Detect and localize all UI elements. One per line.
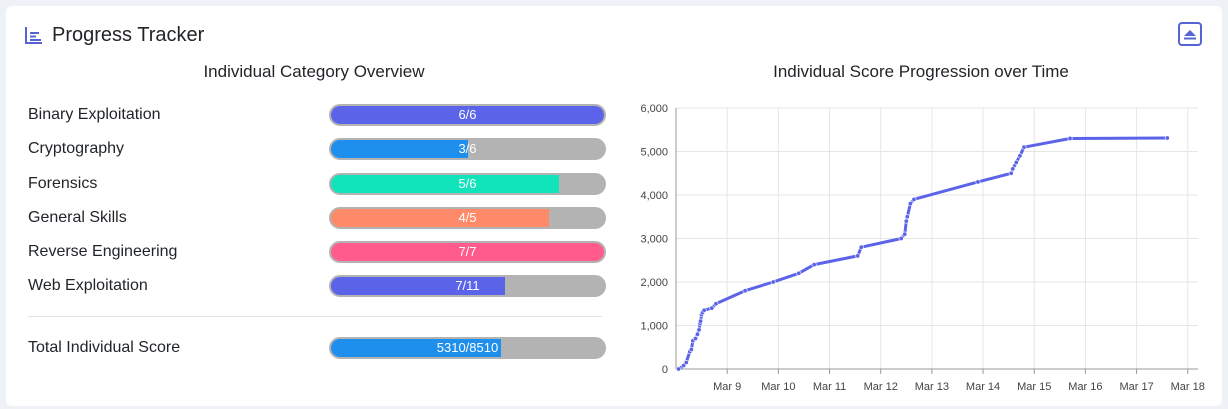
data-point <box>1017 153 1023 159</box>
category-row-reverse-engineering: Reverse Engineering 7/7 <box>28 241 606 263</box>
x-tick-label: Mar 12 <box>864 381 898 392</box>
progress-tracker-card: Progress Tracker Individual Category Ove… <box>6 6 1222 406</box>
progress-fill <box>331 243 604 261</box>
data-point <box>683 359 689 365</box>
y-tick-label: 5,000 <box>640 147 668 159</box>
total-score-label: Total Individual Score <box>28 339 181 356</box>
data-point <box>975 179 981 185</box>
data-point <box>692 336 698 342</box>
data-point <box>694 331 700 337</box>
data-point <box>770 279 776 285</box>
total-progress-bar: 5310/8510 <box>329 337 606 359</box>
progress-fill <box>331 209 550 227</box>
progress-bar: 4/5 <box>329 207 606 229</box>
category-label: General Skills <box>28 209 127 226</box>
category-overview-title: Individual Category Overview <box>203 62 425 81</box>
data-point <box>698 318 704 324</box>
progress-fill <box>331 140 468 158</box>
data-point <box>911 196 917 202</box>
category-label: Binary Exploitation <box>28 106 161 123</box>
data-point <box>796 270 802 276</box>
score-progression-panel: Individual Score Progression over Time 0… <box>626 62 1216 392</box>
progress-fill <box>331 175 559 193</box>
category-label: Reverse Engineering <box>28 243 178 260</box>
y-tick-label: 2,000 <box>640 277 668 289</box>
x-tick-label: Mar 18 <box>1171 381 1205 392</box>
total-score-row: Total Individual Score 5310/8510 <box>28 337 606 359</box>
progress-fill <box>331 339 502 357</box>
category-row-forensics: Forensics 5/6 <box>28 173 606 195</box>
category-row-binary-exploitation: Binary Exploitation 6/6 <box>28 104 606 126</box>
progress-text: 4/5 <box>458 210 477 225</box>
chevron-up-square-icon <box>1184 30 1196 40</box>
collapse-button[interactable] <box>1178 22 1202 46</box>
category-row-cryptography: Cryptography 3/6 <box>28 138 606 160</box>
y-tick-label: 1,000 <box>640 321 668 333</box>
y-tick-label: 0 <box>662 364 668 376</box>
x-tick-label: Mar 11 <box>813 381 846 392</box>
category-label: Forensics <box>28 175 98 192</box>
data-point <box>898 236 904 242</box>
category-label: Cryptography <box>28 140 125 157</box>
data-point <box>742 288 748 294</box>
data-point <box>858 244 864 250</box>
data-point <box>1010 166 1016 172</box>
data-point <box>1008 170 1014 176</box>
data-point <box>713 301 719 307</box>
total-score-text: 5310/8510 <box>436 340 499 355</box>
progress-bar: 5/6 <box>329 173 606 195</box>
category-row-general-skills: General Skills 4/5 <box>28 207 606 229</box>
score-line-chart: 0 1,000 2,000 3,000 4,000 5,000 6,000 Mar 9 Mar … <box>640 103 1205 392</box>
data-point <box>1164 135 1170 141</box>
x-tick-label: Mar 14 <box>966 381 1000 392</box>
x-tick-label: Mar 10 <box>761 381 795 392</box>
x-tick-label: Mar 17 <box>1119 381 1153 392</box>
progress-fill <box>331 106 604 124</box>
data-point <box>701 307 707 313</box>
score-series-line <box>677 136 1168 371</box>
data-point <box>907 201 913 207</box>
data-point <box>811 262 817 268</box>
progress-text: 6/6 <box>458 107 477 122</box>
data-point <box>1013 159 1019 165</box>
data-point <box>902 231 908 237</box>
x-tick-label: Mar 15 <box>1017 381 1051 392</box>
y-tick-label: 6,000 <box>640 103 668 115</box>
category-row-web-exploitation: Web Exploitation 7/11 <box>28 275 606 297</box>
progress-bar: 7/11 <box>329 275 606 297</box>
progress-text: 5/6 <box>458 176 477 191</box>
progress-bar: 6/6 <box>329 104 606 126</box>
progress-text: 7/7 <box>458 244 477 259</box>
y-tick-label: 4,000 <box>640 190 668 202</box>
divider <box>28 316 602 317</box>
data-point <box>688 346 694 352</box>
data-point <box>709 305 715 311</box>
x-tick-label: Mar 13 <box>915 381 949 392</box>
progress-text: 7/11 <box>455 278 480 293</box>
data-point <box>676 366 682 372</box>
progress-text: 3/6 <box>458 141 477 156</box>
card-header: Progress Tracker <box>24 22 204 48</box>
y-tick-label: 3,000 <box>640 234 668 246</box>
card-title: Progress Tracker <box>52 23 205 46</box>
x-tick-label: Mar 9 <box>713 381 741 392</box>
data-point <box>903 218 909 224</box>
progress-bar: 3/6 <box>329 138 606 160</box>
category-label: Web Exploitation <box>28 277 148 294</box>
data-point <box>904 214 910 220</box>
x-tick-label: Mar 16 <box>1068 381 1102 392</box>
progress-fill <box>331 277 505 295</box>
data-point <box>855 253 861 259</box>
data-point <box>1067 135 1073 141</box>
data-point <box>1021 144 1027 150</box>
progress-bar: 7/7 <box>329 241 606 263</box>
bar-chart-icon <box>25 27 42 44</box>
chart-title: Individual Score Progression over Time <box>773 62 1069 81</box>
data-point <box>696 327 702 333</box>
